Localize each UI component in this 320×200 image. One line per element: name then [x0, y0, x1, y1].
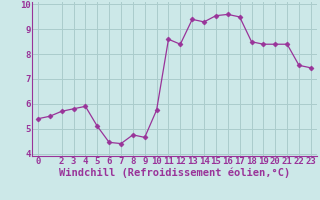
- X-axis label: Windchill (Refroidissement éolien,°C): Windchill (Refroidissement éolien,°C): [59, 168, 290, 178]
